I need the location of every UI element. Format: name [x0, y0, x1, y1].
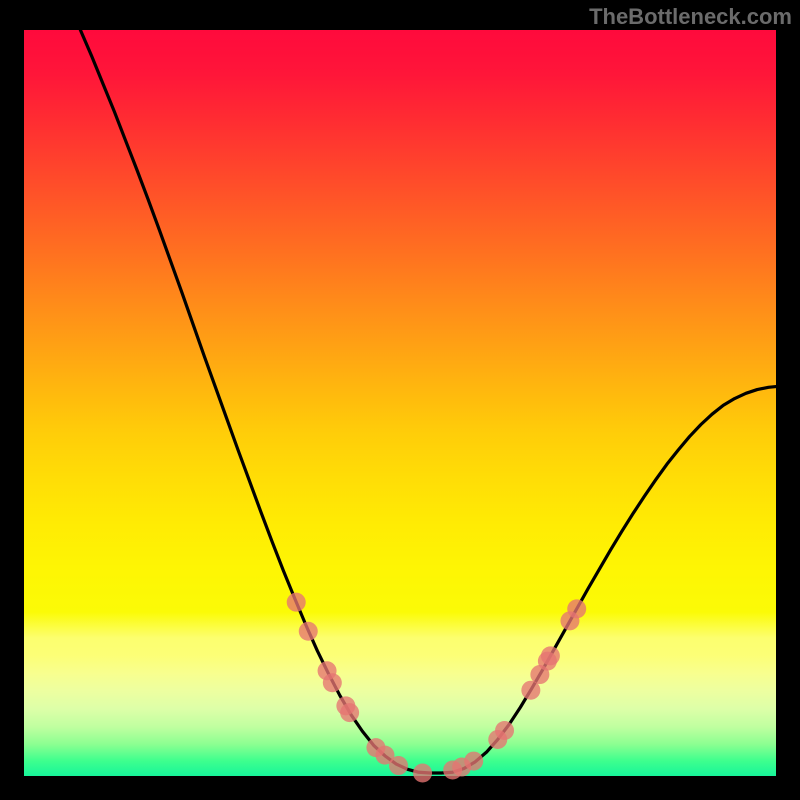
- data-marker: [299, 622, 318, 641]
- chart-background: [24, 30, 776, 776]
- data-marker: [389, 756, 408, 775]
- data-marker: [567, 599, 586, 618]
- data-marker: [495, 721, 514, 740]
- chart-container: TheBottleneck.com: [0, 0, 800, 800]
- data-marker: [413, 764, 432, 783]
- data-marker: [323, 673, 342, 692]
- watermark-text: TheBottleneck.com: [589, 4, 792, 30]
- data-marker: [340, 703, 359, 722]
- data-marker: [287, 593, 306, 612]
- bottleneck-chart: [0, 0, 800, 800]
- data-marker: [464, 752, 483, 771]
- data-marker: [541, 646, 560, 665]
